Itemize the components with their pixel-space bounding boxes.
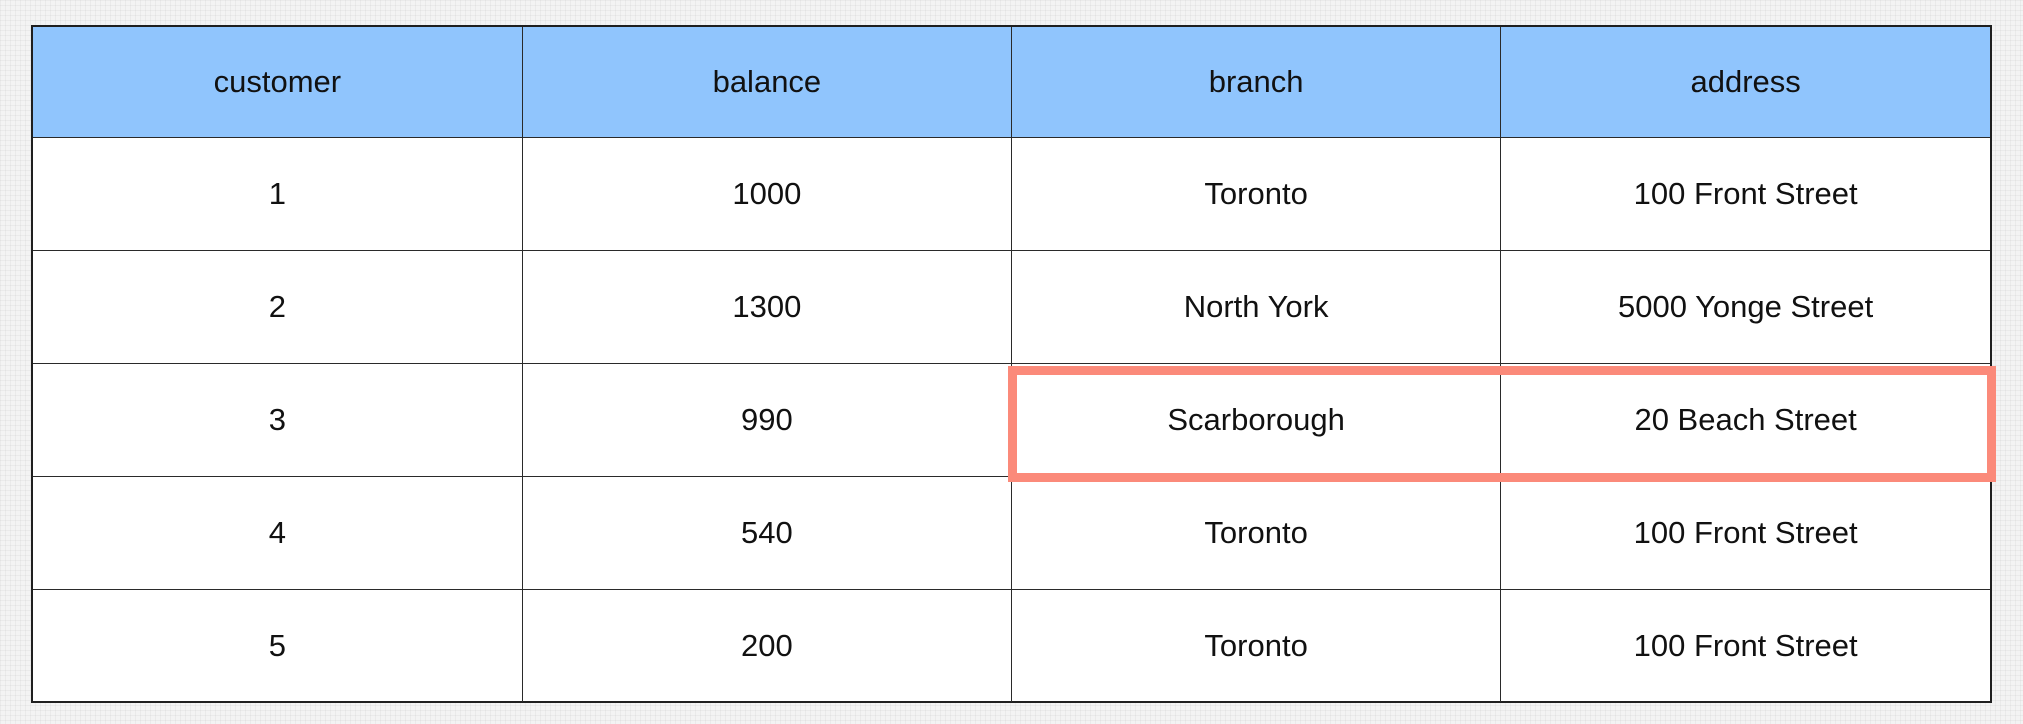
cell-address: 100 Front Street [1500, 589, 1990, 702]
cell-balance: 200 [521, 589, 1013, 702]
cell-balance: 1000 [521, 137, 1013, 251]
table-row: 1 1000 Toronto 100 Front Street [33, 137, 1990, 251]
header-balance: balance [521, 27, 1013, 138]
cell-branch: Toronto [1010, 589, 1502, 702]
cell-address: 100 Front Street [1500, 476, 1990, 590]
cell-balance: 990 [521, 363, 1013, 477]
table-row: 2 1300 North York 5000 Yonge Street [33, 250, 1990, 364]
header-branch: branch [1010, 27, 1502, 138]
cell-customer: 4 [33, 476, 523, 590]
cell-branch: Toronto [1010, 137, 1502, 251]
cell-balance: 1300 [521, 250, 1013, 364]
table-row: 4 540 Toronto 100 Front Street [33, 476, 1990, 590]
cell-address: 20 Beach Street [1500, 363, 1990, 477]
cell-branch: North York [1010, 250, 1502, 364]
customer-table: customer balance branch address 1 1000 T… [33, 27, 1990, 702]
cell-branch: Scarborough [1010, 363, 1502, 477]
cell-customer: 3 [33, 363, 523, 477]
cell-address: 100 Front Street [1500, 137, 1990, 251]
cell-balance: 540 [521, 476, 1013, 590]
cell-branch: Toronto [1010, 476, 1502, 590]
table-row: 3 990 Scarborough 20 Beach Street [33, 363, 1990, 477]
header-row: customer balance branch address [33, 27, 1990, 138]
customer-table-container: customer balance branch address 1 1000 T… [31, 25, 1992, 703]
cell-address: 5000 Yonge Street [1500, 250, 1990, 364]
header-address: address [1500, 27, 1990, 138]
cell-customer: 1 [33, 137, 523, 251]
header-customer: customer [33, 27, 523, 138]
cell-customer: 5 [33, 589, 523, 702]
cell-customer: 2 [33, 250, 523, 364]
table-row: 5 200 Toronto 100 Front Street [33, 589, 1990, 702]
